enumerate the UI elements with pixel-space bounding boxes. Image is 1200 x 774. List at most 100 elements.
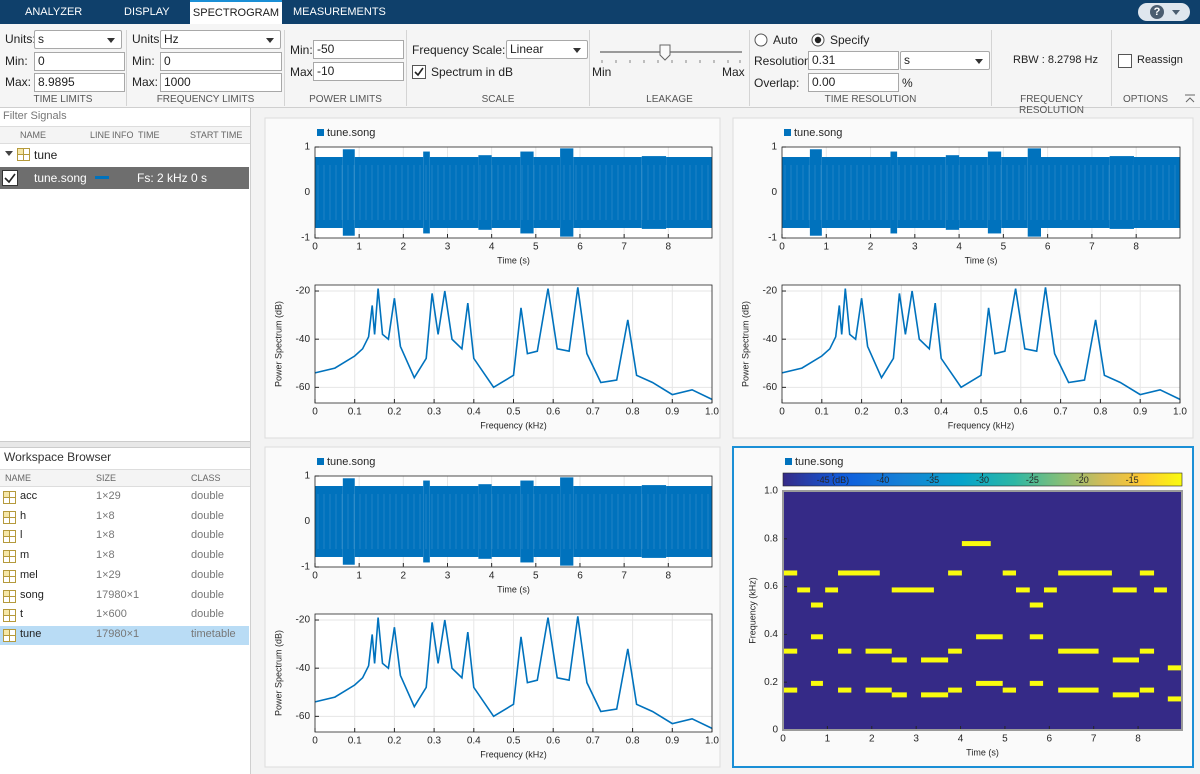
waveform-segment [1133, 157, 1180, 228]
variable-class: double [191, 549, 225, 562]
label: Units: [132, 32, 163, 46]
spectrogram-cell [921, 692, 949, 698]
variable-name[interactable]: l [20, 529, 23, 542]
x-tick-label: 7 [1091, 734, 1097, 745]
axes-box [314, 613, 713, 733]
checkbox[interactable] [1118, 54, 1132, 68]
x-tick-label: 0.3 [894, 407, 908, 418]
waveform-segment [560, 148, 574, 237]
variable-name[interactable]: t [20, 608, 24, 621]
dropdown[interactable]: Hz [160, 30, 281, 49]
x-tick-label: 4 [489, 242, 495, 253]
waveform-segment [890, 151, 898, 234]
expand-arrow[interactable] [5, 151, 13, 156]
dropdown[interactable]: Linear [506, 40, 588, 59]
x-tick-label: 0.7 [586, 736, 600, 747]
waveform-segment [342, 478, 355, 565]
x-tick-label: 8 [666, 571, 672, 582]
spectrogram-cell [948, 687, 962, 693]
axes-box [314, 475, 713, 568]
variable-size: 1×8 [96, 509, 115, 522]
tab-selected[interactable]: SPECTROGRAM [190, 0, 282, 24]
x-tick-label: 8 [666, 242, 672, 253]
spectrogram-cell [1043, 587, 1057, 593]
selected-row[interactable] [0, 625, 249, 645]
waveform-segment [429, 157, 479, 228]
checkbox-checked[interactable] [412, 65, 426, 79]
input[interactable]: -10 [313, 62, 404, 81]
input[interactable]: 8.9895 [34, 73, 125, 92]
input[interactable]: 0.00 [808, 73, 899, 92]
x-tick-label: 2 [401, 571, 407, 582]
variable-name[interactable]: acc [20, 490, 38, 502]
help-button[interactable]: ? [1138, 3, 1190, 21]
spectrogram-cell [1002, 570, 1017, 576]
spectrogram-cell [1139, 687, 1155, 693]
spectrogram-cell [783, 687, 798, 693]
radio-label: Auto [773, 33, 798, 47]
variable-name[interactable]: h [20, 509, 27, 522]
column-header: CLASS [191, 473, 221, 483]
variable-size: 1×8 [96, 529, 115, 542]
signal-name: tune.song [34, 171, 87, 185]
radio[interactable] [754, 33, 768, 47]
dropdown[interactable]: s [900, 51, 990, 70]
variable-name[interactable]: mel [20, 568, 38, 581]
label: Max: [132, 75, 159, 89]
column-header: LINE [90, 130, 111, 140]
input[interactable]: 1000 [160, 73, 282, 92]
table-header [0, 126, 250, 144]
spectrogram-cell [1058, 687, 1099, 693]
x-tick-label: 2 [869, 734, 875, 745]
y-tick-label: -60 [763, 382, 778, 393]
splitter[interactable] [0, 441, 250, 448]
spectrogram-cell [865, 648, 892, 654]
tab[interactable]: DISPLAY [124, 6, 170, 18]
line-indicator [95, 176, 109, 179]
table-header [0, 469, 250, 487]
checkbox-checked[interactable] [2, 170, 18, 186]
spectrogram-cell [948, 648, 962, 654]
input[interactable]: 0 [34, 52, 125, 71]
group-name[interactable]: tune [34, 148, 58, 162]
variable-icon [3, 510, 16, 524]
spectrogram-cell [783, 570, 798, 576]
x-tick-label: 0.6 [546, 407, 560, 418]
waveform-segment [641, 156, 667, 229]
x-tick-label: 6 [577, 571, 583, 582]
radio-label: Specify [830, 33, 870, 47]
waveform-segment [821, 157, 891, 228]
variable-size: 17980×1 [96, 627, 140, 640]
x-tick-label: 7 [621, 242, 627, 253]
variable-name[interactable]: song [20, 588, 44, 601]
dropdown[interactable]: s [34, 30, 122, 49]
waveform-segment [429, 486, 479, 557]
spectrogram-cell [825, 587, 839, 593]
variable-name[interactable]: m [20, 549, 30, 562]
variable-icon [3, 609, 16, 623]
y-tick-label: -60 [296, 711, 311, 722]
y-axis-label: Power Spectrum (dB) [740, 301, 750, 387]
waveform-segment [354, 486, 424, 557]
spectrogram-cell [783, 648, 798, 654]
variable-name[interactable]: tune [20, 627, 42, 640]
tab[interactable]: MEASUREMENTS [293, 6, 386, 18]
input[interactable]: -50 [313, 40, 404, 59]
selected-row[interactable] [0, 167, 249, 189]
collapse-toolstrip[interactable] [1184, 94, 1196, 104]
filter-box[interactable]: Filter Signals [3, 110, 67, 122]
y-tick-label: 0 [772, 725, 778, 736]
section-title: LEAKAGE [646, 94, 693, 105]
column-header: NAME [20, 130, 47, 140]
variable-class: double [191, 568, 225, 581]
x-tick-label: 0.4 [467, 736, 481, 747]
input[interactable]: 0 [160, 52, 282, 71]
radio-selected[interactable] [811, 33, 825, 47]
y-tick-label: -40 [296, 663, 311, 674]
waveform-segment [959, 157, 988, 228]
variable-icon [3, 530, 16, 544]
input[interactable]: 0.31 [808, 51, 899, 70]
spectrum-line [314, 616, 713, 730]
leakage-slider[interactable] [596, 42, 746, 66]
tab[interactable]: ANALYZER [25, 6, 83, 18]
